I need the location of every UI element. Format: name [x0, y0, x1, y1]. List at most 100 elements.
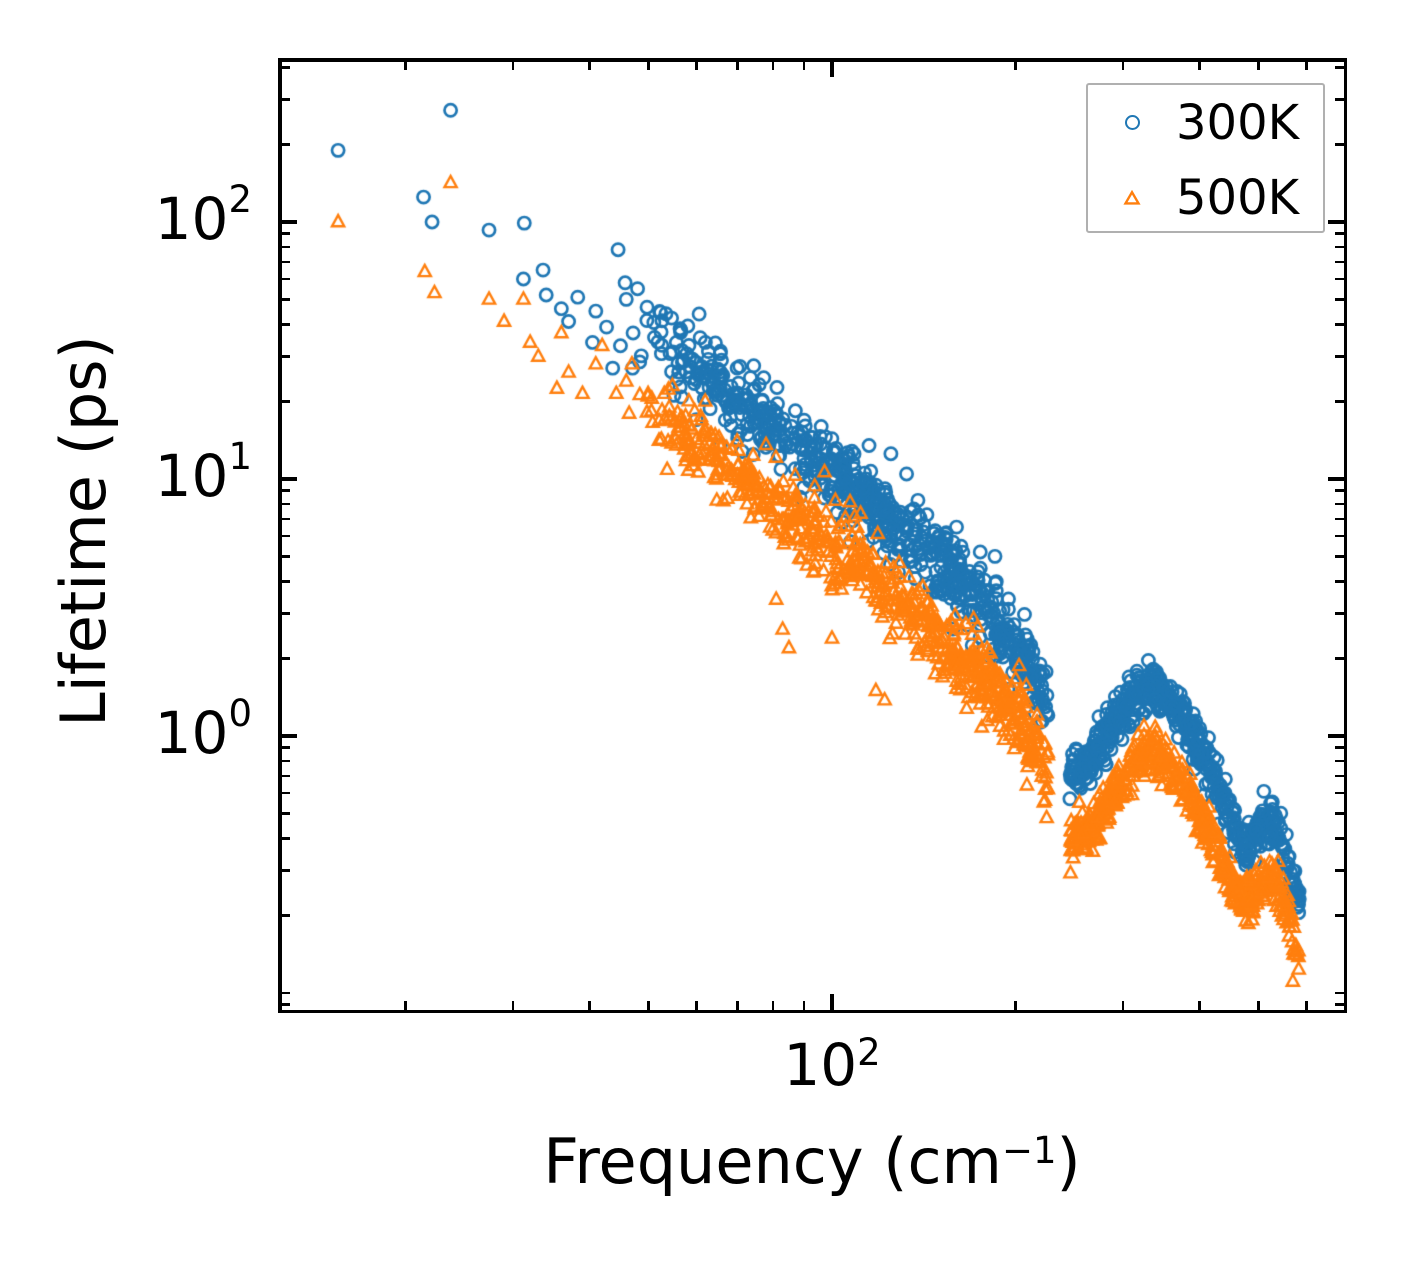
- minor-tick-right: [1335, 245, 1347, 249]
- minor-tick-bottom: [802, 1001, 806, 1013]
- minor-tick-bottom: [695, 1001, 698, 1013]
- minor-tick-left: [278, 812, 290, 815]
- minor-tick-bottom: [736, 1001, 739, 1013]
- minor-tick-right: [1335, 260, 1347, 264]
- minor-tick-left: [278, 869, 290, 872]
- minor-tick-left: [278, 836, 290, 840]
- circle-marker-icon: [1124, 115, 1140, 130]
- major-tick-left: [278, 477, 297, 481]
- minor-tick-left: [278, 914, 290, 917]
- minor-tick-bottom: [771, 1001, 775, 1013]
- minor-tick-right: [1335, 143, 1347, 146]
- minor-tick-right: [1335, 322, 1347, 326]
- minor-tick-left: [278, 579, 290, 583]
- minor-tick-left: [278, 277, 290, 281]
- minor-tick-top: [1257, 58, 1260, 70]
- minor-tick-right: [1335, 657, 1347, 660]
- x-axis-title-close: ): [1056, 1125, 1081, 1198]
- minor-tick-right: [1335, 812, 1347, 815]
- y-tick-label-101-base: 10: [154, 442, 229, 510]
- minor-tick-left: [278, 65, 290, 69]
- legend-label-500K: 500K: [1176, 169, 1300, 226]
- minor-tick-left: [278, 143, 290, 146]
- minor-tick-right: [1335, 1003, 1347, 1007]
- minor-tick-right: [1335, 502, 1347, 506]
- minor-tick-right: [1335, 298, 1347, 301]
- legend: 300K 500K: [1086, 83, 1325, 233]
- minor-tick-left: [278, 355, 290, 358]
- minor-tick-bottom: [1257, 1001, 1260, 1013]
- minor-tick-left: [278, 612, 290, 615]
- y-tick-label-100: 10 0: [0, 695, 252, 767]
- minor-tick-right: [1335, 232, 1347, 236]
- y-tick-label-102-exponent: 2: [228, 177, 252, 221]
- y-axis-title: Lifetime (ps): [46, 335, 120, 727]
- minor-tick-bottom: [587, 1001, 591, 1013]
- minor-tick-left: [278, 489, 290, 493]
- minor-tick-right: [1335, 555, 1347, 558]
- x-axis-title-superscript: −1: [1001, 1129, 1057, 1172]
- minor-tick-right: [1335, 400, 1347, 403]
- x-axis-title: Frequency (cm−1): [412, 1125, 1212, 1198]
- y-tick-label-100-base: 10: [154, 699, 229, 767]
- spine-top: [278, 58, 1347, 62]
- minor-tick-top: [587, 58, 591, 70]
- minor-tick-left: [278, 322, 290, 326]
- minor-tick-right: [1335, 759, 1347, 763]
- triangle-marker-icon: [1123, 189, 1141, 205]
- minor-tick-top: [647, 58, 650, 70]
- minor-tick-right: [1335, 836, 1347, 840]
- major-tick-left: [278, 220, 297, 224]
- minor-tick-left: [278, 774, 290, 778]
- minor-tick-right: [1335, 517, 1347, 521]
- minor-tick-bottom: [404, 1001, 407, 1013]
- minor-tick-bottom: [1305, 1001, 1308, 1013]
- y-tick-label-101-exponent: 1: [228, 434, 252, 478]
- minor-tick-right: [1335, 774, 1347, 778]
- minor-tick-top: [1014, 58, 1017, 70]
- legend-circle-marker-icon: [1088, 115, 1176, 130]
- minor-tick-right: [1335, 869, 1347, 872]
- minor-tick-right: [1335, 914, 1347, 917]
- minor-tick-right: [1335, 579, 1347, 583]
- minor-tick-right: [1335, 991, 1347, 995]
- minor-tick-right: [1335, 791, 1347, 795]
- minor-tick-right: [1335, 612, 1347, 615]
- minor-tick-bottom: [1197, 1001, 1201, 1013]
- minor-tick-bottom: [1014, 1001, 1017, 1013]
- minor-tick-top: [771, 58, 775, 70]
- legend-item-500K: 500K: [1088, 160, 1323, 235]
- minor-tick-left: [278, 746, 290, 750]
- minor-tick-left: [278, 517, 290, 521]
- minor-tick-right: [1335, 98, 1347, 101]
- spine-bottom: [278, 1009, 1347, 1013]
- minor-tick-left: [278, 400, 290, 403]
- y-tick-label-101: 10 1: [0, 438, 252, 510]
- y-tick-label-100-exponent: 0: [228, 691, 252, 735]
- minor-tick-bottom: [1121, 1001, 1125, 1013]
- minor-tick-left: [278, 759, 290, 763]
- minor-tick-top: [1121, 58, 1125, 70]
- major-tick-right: [1328, 220, 1347, 224]
- minor-tick-left: [278, 791, 290, 795]
- minor-tick-left: [278, 245, 290, 249]
- y-tick-label-102-base: 10: [154, 185, 229, 253]
- minor-tick-left: [278, 232, 290, 236]
- minor-tick-right: [1335, 489, 1347, 493]
- minor-tick-left: [278, 298, 290, 301]
- x-tick-label-102-base: 10: [783, 1031, 858, 1099]
- major-tick-left: [278, 734, 297, 738]
- minor-tick-top: [695, 58, 698, 70]
- major-tick-right: [1328, 734, 1347, 738]
- minor-tick-left: [278, 657, 290, 660]
- major-tick-bottom: [830, 994, 834, 1013]
- minor-tick-top: [511, 58, 515, 70]
- x-axis-title-text: Frequency (cm: [543, 1125, 1002, 1198]
- minor-tick-left: [278, 260, 290, 264]
- minor-tick-top: [1305, 58, 1308, 70]
- legend-item-300K: 300K: [1088, 85, 1323, 160]
- legend-label-300K: 300K: [1176, 94, 1300, 151]
- x-tick-label-102-exponent: 2: [857, 1031, 881, 1074]
- minor-tick-right: [1335, 534, 1347, 538]
